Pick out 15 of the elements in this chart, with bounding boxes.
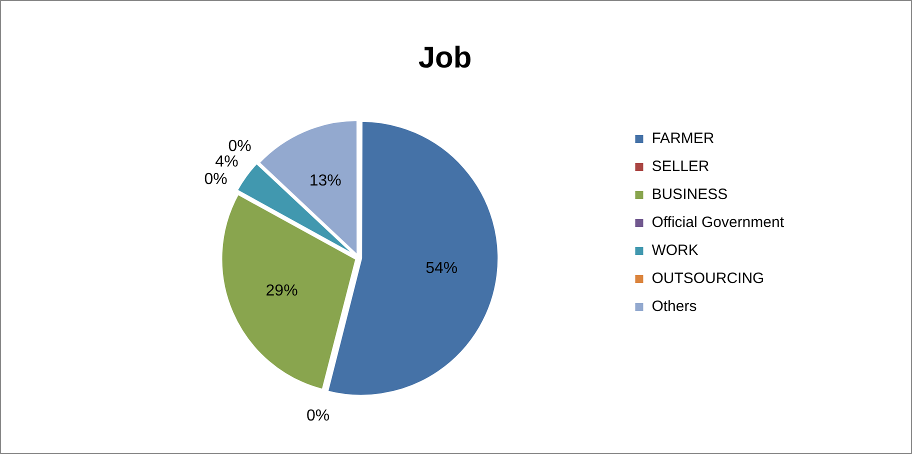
text: 0% [228,138,252,155]
data-label: 54% [426,260,458,277]
data-label: 13% [309,172,342,190]
legend-label: SELLER [652,158,710,176]
legend-label: FARMER [652,130,714,148]
data-label: 29% [266,282,298,300]
text: 0% [306,407,330,424]
legend-label: Others [652,298,697,316]
legend-label: OUTSOURCING [652,270,764,288]
legend-label: BUSINESS [652,186,728,204]
legend-label: Official Government [652,214,785,232]
chart-title: Job [418,41,472,74]
data-label: 4% [215,154,238,171]
text: 0% [204,170,228,188]
legend-label: WORK [652,242,698,260]
